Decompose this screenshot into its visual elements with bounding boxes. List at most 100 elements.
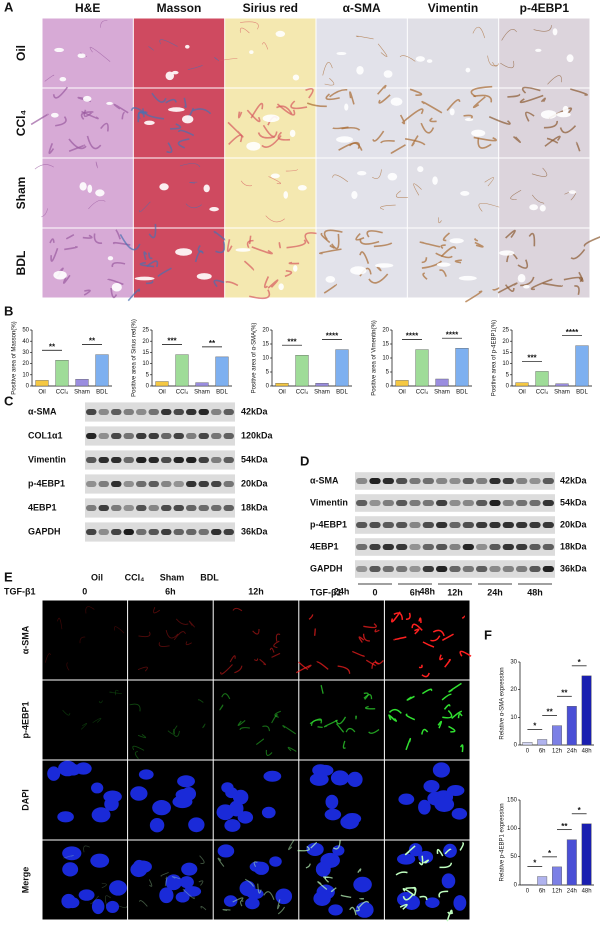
vessel (292, 74, 300, 81)
blot-band (223, 409, 234, 415)
protein-label: Vimentin (310, 497, 348, 507)
blot-band (409, 478, 421, 484)
blot-bg (85, 498, 235, 518)
significance-label: ** (561, 688, 568, 697)
blot-band (502, 500, 514, 506)
row-label: CCl₄ (14, 110, 28, 137)
x-tick-label: Oil (398, 390, 405, 396)
tissue-strand (213, 279, 225, 288)
tissue-strand (278, 242, 282, 249)
x-tick-label: Sham (74, 390, 90, 396)
histology-image (403, 85, 499, 158)
tissue-strand (261, 135, 282, 148)
significance-label: *** (287, 337, 297, 346)
x-tick-label: 12h (552, 749, 562, 755)
tissue-strand (359, 251, 370, 264)
cell-signal (359, 897, 364, 900)
cell-signal (101, 882, 107, 889)
nucleus (175, 891, 190, 903)
histology-image (130, 88, 225, 158)
vessel (175, 248, 193, 256)
cell-signal (79, 636, 86, 644)
size-label: 20kDa (241, 478, 269, 488)
histology-image (488, 86, 590, 158)
significance-label: **** (406, 332, 419, 341)
tissue-strand (413, 183, 422, 196)
vessel (356, 65, 364, 75)
tissue-strand (290, 100, 308, 110)
y-tick-label: 20 (502, 339, 509, 345)
tissue-strand (421, 257, 428, 264)
blot-band (476, 522, 488, 528)
tissue-strand (329, 244, 335, 249)
vessel (375, 263, 394, 268)
blot-band (489, 544, 501, 550)
y-tick-label: 20 (142, 339, 149, 345)
vessel (426, 59, 433, 63)
cell-signal (167, 728, 175, 735)
group-label: Oil (91, 572, 103, 582)
tissue-strand (83, 289, 91, 296)
tissue-strand (470, 85, 493, 98)
vessel (432, 176, 438, 185)
nucleus (353, 876, 372, 893)
vessel (336, 136, 354, 143)
blot-band (111, 409, 122, 415)
tissue-strand (320, 232, 331, 244)
blot-band (436, 522, 448, 528)
blot-band (111, 433, 122, 439)
cell-signal (355, 905, 360, 912)
histology-image (225, 158, 316, 228)
significance-label: * (578, 658, 582, 667)
nucleus (313, 890, 331, 906)
significance-label: * (548, 849, 552, 858)
image-bg (42, 158, 133, 228)
tissue-strand (472, 26, 485, 39)
histology-image (225, 228, 321, 300)
vessel (203, 184, 210, 193)
y-tick-label: 20 (262, 328, 269, 334)
nucleus (237, 811, 254, 824)
blot-band (516, 522, 528, 528)
blot-strip (85, 498, 235, 518)
bar (175, 354, 189, 387)
vessel (350, 266, 367, 275)
tissue-strand (139, 201, 151, 213)
column-header: α-SMA (343, 1, 381, 15)
blot-band (436, 544, 448, 550)
cell-signal (244, 878, 255, 887)
blot-band (382, 500, 394, 506)
cell-signal (324, 876, 333, 883)
blot-band (198, 409, 209, 415)
panel-letter: F (484, 627, 492, 642)
vessel (293, 265, 298, 272)
time-label: 0 (82, 586, 87, 596)
cell-signal (98, 700, 103, 704)
nucleus (309, 772, 329, 786)
fluorescence-image (299, 760, 384, 840)
bar (522, 742, 533, 746)
size-label: 18kDa (241, 502, 269, 512)
protein-label: Vimentin (28, 454, 66, 464)
cell-signal (358, 900, 370, 908)
blot-band (136, 457, 147, 463)
bar (55, 360, 69, 387)
cell-signal (393, 612, 404, 620)
blot-band (542, 478, 554, 484)
tissue-strand (530, 278, 553, 291)
vessel (79, 182, 87, 191)
blot-band (198, 457, 209, 463)
tissue-strand (100, 20, 108, 28)
cell-signal (414, 628, 420, 635)
blot-band (86, 409, 97, 415)
vessel (562, 105, 569, 114)
cell-signal (271, 652, 281, 658)
bar (575, 345, 589, 387)
cell-signal (316, 661, 329, 670)
blot-band (462, 478, 474, 484)
cell-signal (461, 615, 465, 619)
tissue-strand (484, 177, 494, 187)
row-label: Oil (14, 45, 28, 61)
histology-image (399, 18, 499, 88)
tissue-strand (559, 125, 577, 134)
